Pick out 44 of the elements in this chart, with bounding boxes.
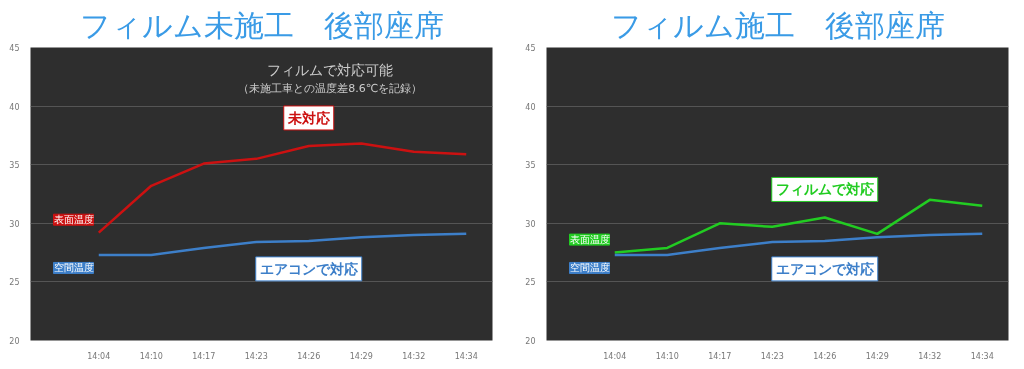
series-label: 表面温度 [569, 234, 610, 246]
annotation: エアコンで対応 [775, 260, 874, 277]
series-label: 空間温度 [569, 262, 610, 274]
y-tick-label: 35 [9, 161, 20, 171]
x-tick-label: 14:32 [918, 351, 942, 361]
x-tick-label: 14:29 [865, 351, 889, 361]
x-tick-label: 14:17 [708, 351, 732, 361]
annotation: （未施工車との温度差8.6℃を記録） [238, 81, 423, 95]
y-tick-label: 35 [525, 161, 536, 171]
x-tick-label: 14:34 [454, 351, 478, 361]
line-series [97, 142, 468, 234]
y-tick-label: 30 [525, 219, 536, 229]
x-tick-label: 14:29 [349, 351, 373, 361]
series-label: 表面温度 [53, 214, 94, 226]
y-tick-label: 20 [525, 337, 536, 346]
x-tick-label: 14:17 [192, 351, 216, 361]
x-tick-label: 14:23 [760, 351, 784, 361]
y-tick-label: 30 [9, 219, 20, 229]
x-tick-label: 14:26 [813, 351, 837, 361]
y-tick-label: 45 [9, 44, 20, 53]
annotation: フィルムで対応可能 [267, 61, 394, 78]
line-series [97, 232, 468, 257]
line-series [613, 232, 984, 257]
annotation: 未対応 [286, 109, 330, 126]
y-tick-label: 20 [9, 337, 20, 346]
x-tick-label: 14:32 [402, 351, 426, 361]
y-tick-label: 45 [525, 44, 536, 53]
chart-title: フィルム施工 後部座席 [610, 7, 945, 43]
chart-title: フィルム未施工 後部座席 [79, 7, 444, 43]
y-tick-label: 25 [9, 278, 20, 288]
line-series [613, 198, 984, 254]
x-tick-label: 14:23 [244, 351, 268, 361]
x-tick-label: 14:34 [970, 351, 994, 361]
annotation: フィルムで対応 [775, 181, 874, 198]
y-tick-label: 25 [525, 278, 536, 288]
series-label: 空間温度 [53, 262, 94, 274]
x-tick-label: 14:10 [655, 351, 679, 361]
x-tick-label: 14:04 [87, 351, 111, 361]
y-tick-label: 40 [525, 102, 536, 112]
x-tick-label: 14:04 [603, 351, 627, 361]
annotation: エアコンで対応 [259, 260, 358, 277]
x-tick-label: 14:10 [139, 351, 163, 361]
x-tick-label: 14:26 [297, 351, 321, 361]
y-tick-label: 40 [9, 102, 20, 112]
